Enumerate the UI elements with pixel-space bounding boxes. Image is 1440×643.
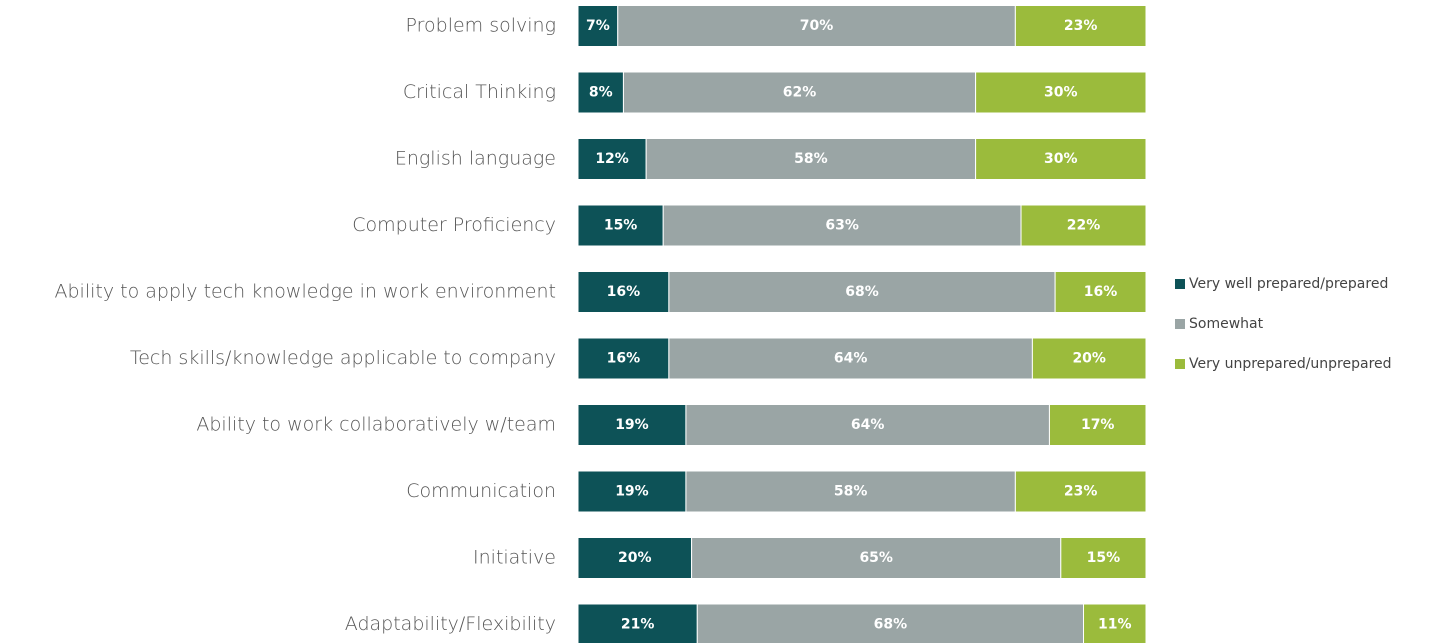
category-label: English language [395,148,556,170]
bar-segment [975,138,1147,180]
data-label: 58% [834,484,868,500]
bar-segment [685,404,1050,446]
data-label: 23% [1064,18,1098,34]
bar-segment [668,271,1056,313]
data-label: 15% [1087,550,1121,566]
data-label: 30% [1044,85,1078,101]
bar-segment [577,603,698,643]
category-label: Adaptability/Flexibility [345,613,556,635]
data-label: 19% [615,417,649,433]
data-label: 63% [825,218,859,234]
data-label: 12% [595,151,629,167]
bar-segment [1020,204,1147,247]
legend-label: Very well prepared/prepared [1189,276,1388,292]
category-label: Communication [406,480,556,502]
data-label: 22% [1067,218,1101,234]
data-label: 19% [615,484,649,500]
bar-segment [577,537,693,579]
bar-segment [1031,337,1147,380]
bar-segment [622,71,977,114]
legend-label: Somewhat [1189,316,1264,332]
data-label: 58% [794,151,828,167]
data-label: 16% [607,284,641,300]
data-label: 68% [845,284,879,300]
category-label: Ability to work collaboratively w/team [196,414,556,436]
data-label: 17% [1081,417,1115,433]
data-label: 62% [783,85,817,101]
bar-segment [696,603,1085,643]
bar-segment [1083,603,1147,643]
bar-segment [975,71,1147,114]
data-label: 16% [607,351,641,367]
data-label: 21% [621,617,655,633]
data-label: 11% [1098,617,1132,633]
data-label: 64% [851,417,885,433]
data-label: 7% [586,18,610,34]
data-label: 30% [1044,151,1078,167]
bar-segment [1014,5,1147,47]
data-label: 23% [1064,484,1098,500]
bar-segment [577,204,664,247]
bar-segment [668,337,1033,380]
category-label: Computer Proficiency [352,214,556,236]
data-label: 20% [1072,351,1106,367]
bar-segment [1054,271,1147,313]
legend-swatch [1175,279,1185,289]
data-label: 64% [834,351,868,367]
data-label: 70% [800,18,834,34]
legend-swatch [1175,359,1185,369]
bar-segment [577,5,619,47]
category-label: Critical Thinking [403,81,556,103]
category-label: Problem solving [406,15,557,37]
data-label: 8% [589,85,613,101]
bar-segment [685,470,1016,513]
bar-segment [577,138,647,180]
bar-segment [1014,470,1147,513]
data-label: 65% [859,550,893,566]
bar-segment [1060,537,1147,579]
category-label: Initiative [473,547,556,569]
bar-segment [577,337,670,380]
bar-segment [617,5,1016,47]
bar-segment [577,271,670,313]
data-label: 16% [1084,284,1118,300]
data-label: 68% [874,617,908,633]
bar-segment [577,470,687,513]
legend-label: Very unprepared/unprepared [1189,356,1392,372]
data-label: 20% [618,550,652,566]
bar-segment [645,138,977,180]
category-label: Tech skills/knowledge applicable to comp… [130,347,556,369]
category-label: Ability to apply tech knowledge in work … [55,281,557,303]
bar-segment [1048,404,1147,446]
bar-segment [577,404,687,446]
data-label: 15% [604,218,638,234]
legend-swatch [1175,319,1185,329]
